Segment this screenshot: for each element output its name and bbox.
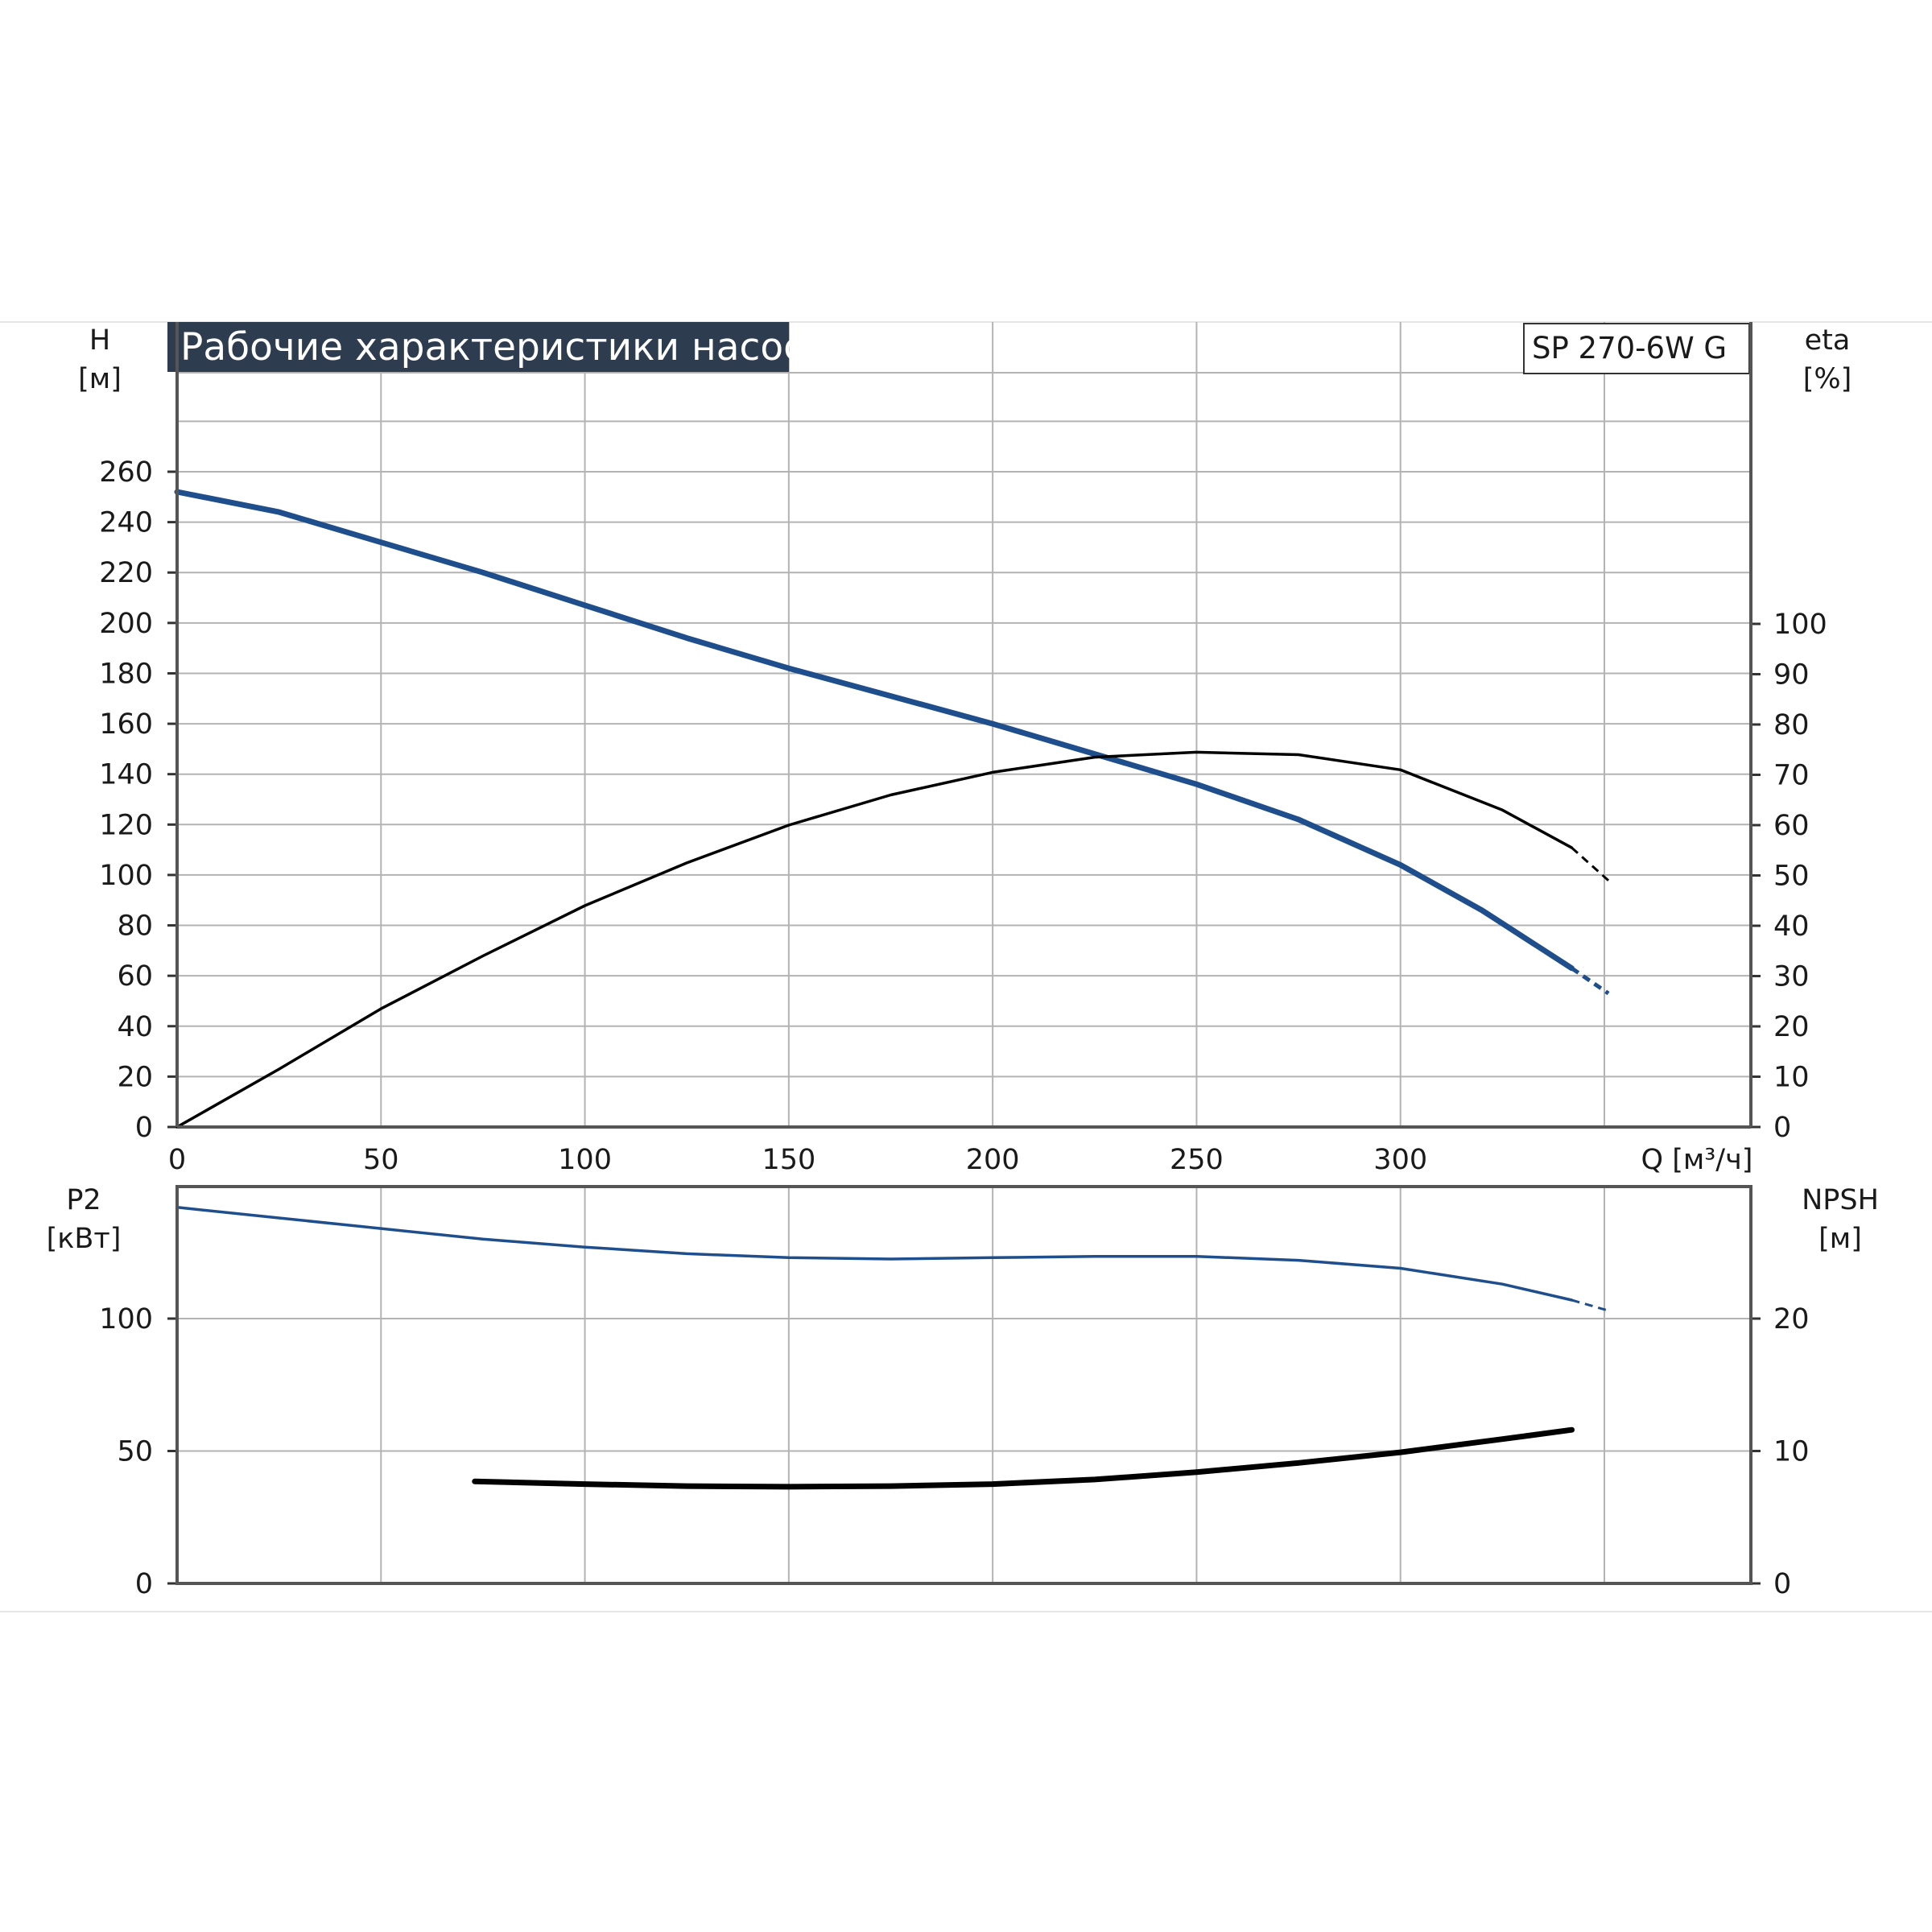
head-panel-ticks: 0204060801001201401601802002202402600102…	[99, 456, 1827, 1176]
power-curve	[175, 1206, 1574, 1302]
right-tick-label: 0	[1773, 1112, 1791, 1144]
head-curve	[174, 489, 1575, 972]
x-tick-label: 250	[1170, 1144, 1224, 1176]
left-tick-label: 220	[99, 557, 153, 589]
x-tick-label: 100	[558, 1144, 612, 1176]
power-panel-series	[175, 1206, 1609, 1490]
right-tick-label: 10	[1773, 1436, 1810, 1468]
h-axis-unit: [м]	[78, 363, 122, 395]
right-tick-label: 90	[1773, 659, 1810, 691]
q-axis-label: Q [м³/ч]	[1641, 1144, 1753, 1176]
right-tick-label: 10	[1773, 1062, 1810, 1094]
title-banner	[167, 322, 789, 372]
head-curve-extension	[1571, 966, 1610, 996]
p2-axis-unit: [кВт]	[47, 1223, 122, 1255]
left-tick-label: 140	[99, 759, 153, 791]
model-box	[1523, 323, 1750, 374]
left-tick-label: 160	[99, 708, 153, 741]
right-tick-label: 50	[1773, 861, 1810, 893]
x-tick-label: 200	[966, 1144, 1020, 1176]
model-label: SP 270-6W G	[1532, 331, 1727, 365]
power-curve-extension	[1571, 1298, 1609, 1312]
power-panel-frame	[175, 1185, 1752, 1585]
head-panel-grid	[177, 322, 1751, 1127]
eta-axis-label: eta	[1805, 324, 1851, 357]
x-tick-label: 50	[363, 1144, 399, 1176]
x-tick-label: 0	[168, 1144, 186, 1176]
left-tick-label: 40	[117, 1011, 153, 1043]
h-axis-label: H	[89, 324, 110, 357]
left-tick-label: 120	[99, 809, 153, 841]
p2-axis-label: P2	[66, 1184, 101, 1216]
right-tick-label: 20	[1773, 1303, 1810, 1335]
head-curve-start	[176, 491, 279, 514]
right-tick-label: 40	[1773, 910, 1810, 943]
left-tick-label: 50	[117, 1436, 153, 1468]
right-tick-label: 80	[1773, 709, 1810, 741]
right-tick-label: 20	[1773, 1011, 1810, 1043]
power-panel-ticks: 0 50 100 0 10 20	[99, 1303, 1809, 1600]
left-tick-label: 200	[99, 608, 153, 640]
npsh-curve	[472, 1426, 1575, 1490]
left-tick-label: 60	[117, 960, 153, 993]
right-tick-label: 60	[1773, 810, 1810, 842]
head-panel-series	[174, 489, 1610, 1129]
right-tick-label: 0	[1773, 1568, 1791, 1600]
power-panel-grid	[177, 1187, 1751, 1583]
left-tick-label: 80	[117, 910, 153, 943]
axes	[175, 322, 1752, 1585]
x-tick-label: 300	[1373, 1144, 1427, 1176]
npsh-axis-unit: [м]	[1818, 1223, 1862, 1255]
chart-title: Рабочие характеристики насоса	[180, 325, 828, 369]
npsh-axis-label: NPSH	[1802, 1184, 1879, 1216]
left-tick-label: 20	[117, 1061, 153, 1093]
right-tick-label: 100	[1773, 609, 1827, 641]
left-tick-label: 0	[135, 1112, 153, 1144]
left-tick-label: 100	[99, 1303, 153, 1335]
x-tick-label: 150	[762, 1144, 815, 1176]
right-tick-label: 70	[1773, 760, 1810, 792]
left-tick-label: 240	[99, 507, 153, 539]
left-tick-label: 180	[99, 658, 153, 690]
eta-axis-unit: [%]	[1803, 363, 1852, 395]
left-tick-label: 100	[99, 860, 153, 892]
efficiency-curve	[175, 750, 1574, 1129]
right-tick-label: 30	[1773, 961, 1810, 993]
left-tick-label: 0	[135, 1568, 153, 1600]
left-tick-label: 260	[99, 456, 153, 489]
